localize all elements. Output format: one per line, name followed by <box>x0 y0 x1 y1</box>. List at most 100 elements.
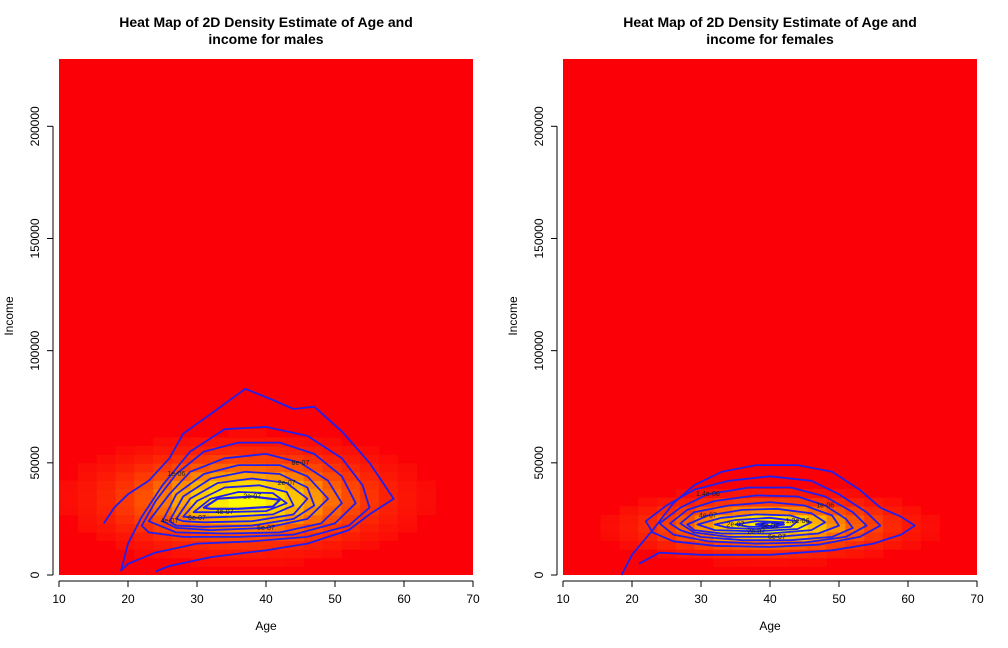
heatmap-cell <box>134 549 154 559</box>
heatmap-cell <box>77 514 98 524</box>
heatmap-cell <box>713 506 733 516</box>
males-y-axis: 0 50000 100000 150000 200000 <box>28 106 54 578</box>
heatmap-cell <box>134 454 154 464</box>
heatmap-cell <box>284 454 305 464</box>
contour-line <box>696 513 813 533</box>
heatmap-cell <box>378 514 399 524</box>
heatmap-cell <box>134 471 154 481</box>
heatmap-cell <box>115 514 135 524</box>
heatmap-cell <box>171 489 192 499</box>
heatmap-cell <box>303 506 323 516</box>
x-tick-label: 10 <box>52 592 66 606</box>
heatmap-cell <box>303 471 323 481</box>
heatmap-cell <box>303 523 323 533</box>
heatmap-cell <box>209 557 229 567</box>
heatmap-cell <box>209 454 229 464</box>
heatmap-cell <box>378 471 399 481</box>
heatmap-cell <box>416 506 436 516</box>
heatmap-cell <box>171 437 192 447</box>
heatmap-cell <box>713 549 733 559</box>
females-density-contours <box>620 464 916 576</box>
heatmap-cell <box>134 540 154 550</box>
y-tick-label: 150000 <box>532 218 546 258</box>
contour-line <box>147 452 343 535</box>
contour-label: 6e-07 <box>768 534 786 541</box>
males-density-contours <box>103 387 395 573</box>
heatmap-cell <box>209 549 229 559</box>
x-tick-label: 60 <box>397 592 411 606</box>
contour-label: 8e-07 <box>292 460 310 467</box>
heatmap-cell <box>303 446 323 456</box>
heatmap-cell <box>322 532 342 542</box>
heatmap-cell <box>303 437 323 447</box>
heatmap-cell <box>228 480 248 490</box>
heatmap-cell <box>190 497 210 507</box>
males-heatmap-panel: Heat Map of 2D Density Estimate of Age a… <box>2 14 480 633</box>
heatmap-cell <box>247 489 267 499</box>
heatmap-cell <box>266 557 286 567</box>
heatmap-cell <box>228 557 248 567</box>
heatmap-cell <box>134 532 154 542</box>
heatmap-cell <box>209 489 229 499</box>
heatmap-cell <box>284 549 305 559</box>
heatmap-cell <box>360 480 380 490</box>
heatmap-cell <box>416 497 436 507</box>
heatmap-cell <box>397 497 417 507</box>
x-tick-label: 50 <box>328 592 342 606</box>
heatmap-cell <box>77 506 98 516</box>
heatmap-cell <box>675 540 696 550</box>
contour-label: 6e-07 <box>257 525 275 532</box>
heatmap-cell <box>115 489 135 499</box>
heatmap-cell <box>826 514 846 524</box>
heatmap-cell <box>284 437 305 447</box>
heatmap-cell <box>228 523 248 533</box>
heatmap-cell <box>807 514 827 524</box>
heatmap-cell <box>675 497 696 507</box>
heatmap-cell <box>96 471 116 481</box>
heatmap-cell <box>115 532 135 542</box>
contour-line <box>644 475 882 548</box>
heatmap-cell <box>826 532 846 542</box>
heatmap-cell <box>882 523 903 533</box>
heatmap-cell <box>96 523 116 533</box>
heatmap-cell <box>322 549 342 559</box>
heatmap-cell <box>378 480 399 490</box>
heatmap-cell <box>284 463 305 473</box>
heatmap-cell <box>228 471 248 481</box>
females-x-axis: 10 20 30 40 50 60 70 <box>556 580 984 606</box>
males-contour-labels: 1e-06 8e-07 6e-07 4e-07 2e-07 6e-07 4e-07 2e-07 <box>160 460 309 532</box>
y-tick-label: 200000 <box>28 106 42 146</box>
heatmap-cell <box>153 532 173 542</box>
heatmap-cell <box>134 463 154 473</box>
heatmap-cell <box>864 540 884 550</box>
contour-label: 1.4e-06 <box>696 491 720 498</box>
heatmap-cell <box>153 506 173 516</box>
heatmap-cell <box>378 489 399 499</box>
heatmap-cell <box>284 523 305 533</box>
contour-line <box>679 501 840 538</box>
heatmap-cell <box>266 489 286 499</box>
heatmap-cell <box>397 514 417 524</box>
females-chart-title-line-1: Heat Map of 2D Density Estimate of Age a… <box>623 14 917 30</box>
x-tick-label: 70 <box>466 592 480 606</box>
y-tick-label: 200000 <box>532 106 546 146</box>
contour-line <box>182 484 295 519</box>
heatmap-cell <box>713 514 733 524</box>
females-y-axis-label: Income <box>506 296 520 336</box>
heatmap-cell <box>134 497 154 507</box>
heatmap-cell <box>266 523 286 533</box>
heatmap-cell <box>228 497 248 507</box>
heatmap-cell <box>713 497 733 507</box>
heatmap-cell <box>360 454 380 464</box>
heatmap-cell <box>378 463 399 473</box>
contour-line <box>168 470 316 528</box>
y-tick-label: 50000 <box>532 446 546 480</box>
heatmap-cell <box>600 523 620 533</box>
females-heatmap-panel: Heat Map of 2D Density Estimate of Age a… <box>506 14 984 633</box>
heatmap-cell <box>657 497 677 507</box>
y-tick-label: 100000 <box>532 330 546 370</box>
heatmap-cell <box>77 489 98 499</box>
heatmap-cell <box>619 506 639 516</box>
contour-line <box>686 507 827 535</box>
